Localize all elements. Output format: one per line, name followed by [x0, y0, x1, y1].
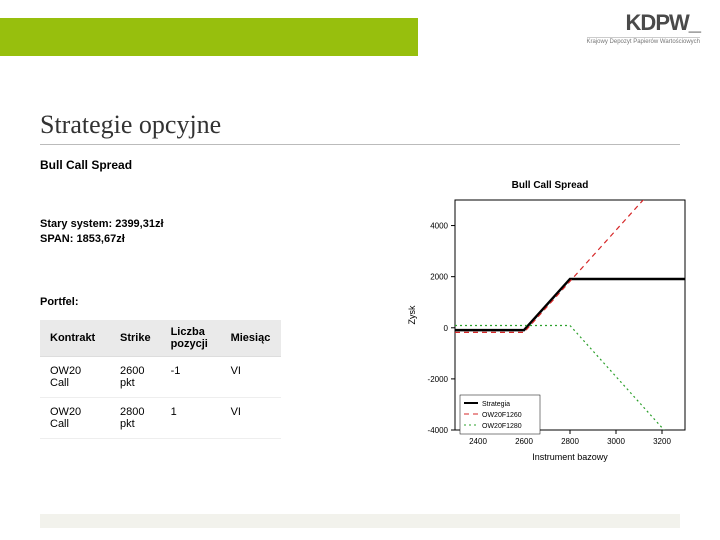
footer-bar	[40, 514, 680, 528]
svg-text:Zysk: Zysk	[407, 305, 417, 324]
svg-text:3000: 3000	[607, 437, 625, 446]
logo-subtext: Krajowy Depozyt Papierów Wartościowych	[587, 37, 700, 45]
svg-text:0: 0	[444, 324, 449, 333]
table-header-row: Kontrakt Strike Liczba pozycji Miesiąc	[40, 320, 281, 357]
table-cell: OW20 Call	[40, 398, 110, 439]
svg-text:-2000: -2000	[428, 375, 449, 384]
table-cell: VI	[221, 398, 281, 439]
table-row: OW20 Call2800 pkt1VI	[40, 398, 281, 439]
payoff-chart: Bull Call Spread -4000 -2000 0 2000 4000 2400…	[400, 180, 700, 480]
table-body: OW20 Call2600 pkt-1VIOW20 Call2800 pkt1V…	[40, 357, 281, 439]
svg-text:Strategia: Strategia	[482, 401, 510, 408]
svg-text:2400: 2400	[469, 437, 487, 446]
table-cell: 2600 pkt	[110, 357, 161, 398]
slide-subtitle: Bull Call Spread	[40, 158, 132, 172]
chart-svg: -4000 -2000 0 2000 4000 2400 2600 2800 3000 3200 I…	[400, 180, 700, 480]
svg-text:4000: 4000	[430, 222, 448, 231]
chart-title: Bull Call Spread	[400, 180, 700, 191]
table-cell: VI	[221, 357, 281, 398]
system-info: Stary system: 2399,31zł SPAN: 1853,67zł	[40, 217, 164, 247]
svg-text:-4000: -4000	[428, 426, 449, 435]
title-underline	[40, 144, 680, 145]
svg-text:2800: 2800	[561, 437, 579, 446]
svg-text:OW20F1260: OW20F1260	[482, 412, 522, 419]
table-cell: -1	[161, 357, 221, 398]
portfolio-label: Portfel:	[40, 296, 79, 308]
svg-text:2600: 2600	[515, 437, 533, 446]
portfolio-table: Kontrakt Strike Liczba pozycji Miesiąc O…	[40, 320, 281, 439]
table-cell: 2800 pkt	[110, 398, 161, 439]
system-line-span: SPAN: 1853,67zł	[40, 232, 164, 247]
brand-logo: KDPW_ Krajowy Depozyt Papierów Wartościo…	[587, 10, 700, 45]
col-liczba: Liczba pozycji	[161, 320, 221, 357]
col-strike: Strike	[110, 320, 161, 357]
svg-text:OW20F1280: OW20F1280	[482, 423, 522, 430]
col-kontrakt: Kontrakt	[40, 320, 110, 357]
header-accent-bar	[0, 18, 418, 56]
logo-text: KDPW_	[587, 10, 700, 36]
system-line-old: Stary system: 2399,31zł	[40, 217, 164, 232]
col-miesiac: Miesiąc	[221, 320, 281, 357]
svg-text:2000: 2000	[430, 273, 448, 282]
svg-text:Instrument bazowy: Instrument bazowy	[532, 452, 608, 462]
table-cell: OW20 Call	[40, 357, 110, 398]
page-title: Strategie opcyjne	[40, 110, 221, 140]
table-row: OW20 Call2600 pkt-1VI	[40, 357, 281, 398]
svg-text:3200: 3200	[653, 437, 671, 446]
table-cell: 1	[161, 398, 221, 439]
